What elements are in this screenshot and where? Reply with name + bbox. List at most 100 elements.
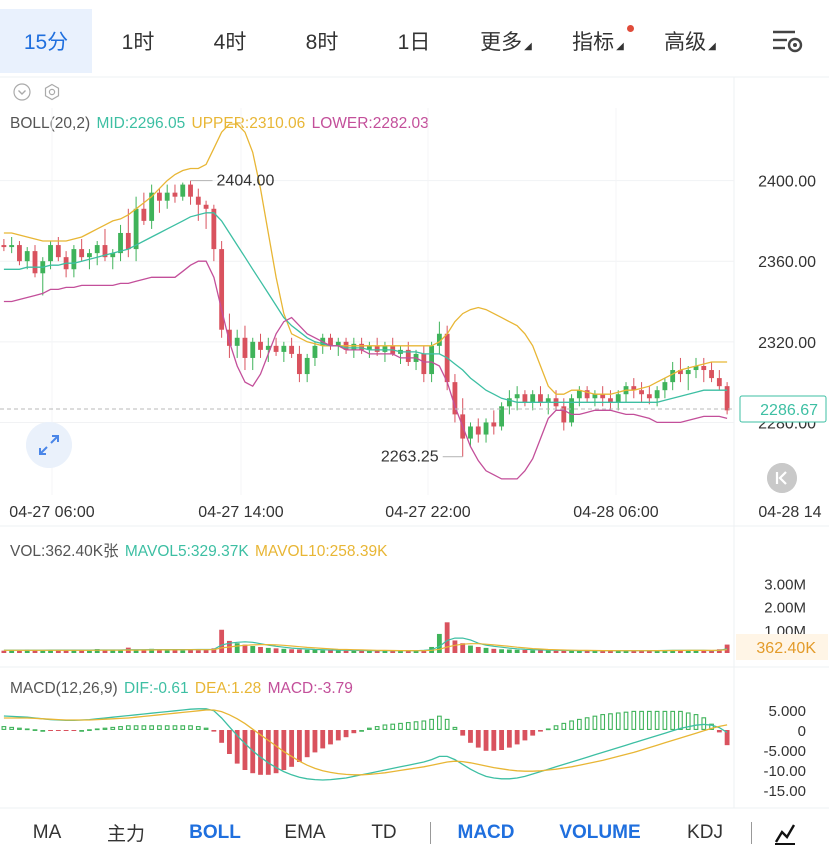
time-tick-label: 04-28 06:00 [573,504,659,521]
tab-volume[interactable]: VOLUME [541,822,659,844]
volume-bar [281,649,286,653]
time-tick-label: 04-28 14 [758,504,821,521]
macd-histogram-bar [616,713,620,729]
volume-bar [336,650,341,653]
macd-histogram-bar [119,727,123,730]
price-tick-label: 2360.00 [758,254,816,271]
tab-boll[interactable]: BOLL [158,822,272,844]
current-price-label: 2286.67 [760,402,818,419]
candle-body [538,394,543,402]
macd-histogram-bar [593,716,597,729]
candle-body [523,394,528,402]
candle-body [188,185,193,197]
macd-histogram-bar [227,730,232,754]
candle-body [141,209,146,221]
volume-bar [686,651,691,653]
volume-bar [499,649,504,653]
candle-body [180,185,185,197]
tab-ema[interactable]: EMA [272,822,338,844]
tab-kdj[interactable]: KDJ [659,822,751,844]
candle-body [670,370,675,382]
macd-histogram-bar [289,730,294,767]
expand-icon[interactable] [26,422,72,468]
jump-to-latest-icon[interactable] [767,463,797,493]
macd-histogram-bar [360,731,364,732]
volume-bar [538,650,543,653]
candle-body [662,382,667,390]
candle-body [421,354,426,374]
time-tick-label: 04-27 14:00 [198,504,284,521]
tab-macd[interactable]: MACD [431,822,541,844]
macd-histogram-bar [406,723,410,730]
macd-histogram-bar [538,730,543,732]
volume-bar [235,643,240,653]
candle-body [243,338,248,358]
macd-histogram-bar [702,718,706,730]
drawing-tool-icon[interactable] [772,820,798,846]
macd-histogram-bar [375,727,379,730]
volume-bar [453,640,458,653]
macd-tick-label: -10.00 [763,763,806,780]
candle-body [1,245,6,247]
volume-bar [437,634,442,653]
candle-body [48,245,53,261]
volume-bar [554,651,559,653]
macd-histogram-bar [18,728,22,729]
mavol10-line [4,644,727,651]
macd-histogram-bar [33,730,37,731]
macd-histogram-bar [414,722,418,730]
macd-histogram-bar [127,726,131,730]
volume-bar [40,651,45,653]
macd-histogram-bar [632,711,636,729]
macd-histogram-bar [530,730,535,736]
candle-body [289,346,294,354]
macd-histogram-bar [515,730,520,744]
volume-bar [313,650,318,653]
candle-body [250,342,255,358]
time-tick-label: 04-27 22:00 [385,504,471,521]
macd-histogram-bar [554,726,558,730]
volume-bar [180,650,185,653]
volume-bar [515,650,520,653]
macd-histogram-bar [189,726,193,730]
candle-body [71,249,76,269]
tab-ma[interactable]: MA [0,822,94,844]
high-price-label: 2404.00 [217,173,275,190]
macd-histogram-bar [445,719,449,729]
volume-bar [196,650,201,653]
macd-histogram-bar [609,714,613,730]
candle-body [126,233,131,249]
macd-histogram-bar [150,726,154,730]
macd-histogram-bar [422,721,426,729]
candle-body [274,346,279,352]
volume-bar [289,649,294,653]
candle-body [383,346,388,352]
candle-body [709,370,714,378]
tab-main-force[interactable]: 主力 [94,819,158,846]
volume-bar [523,650,528,653]
candle-body [577,390,582,398]
macd-histogram-bar [484,730,489,751]
macd-histogram-bar [142,726,146,730]
candle-body [476,426,481,434]
macd-histogram-bar [56,730,61,731]
macd-histogram-bar [344,730,349,737]
macd-histogram-bar [585,718,589,730]
macd-histogram-bar [173,726,177,730]
volume-bar [320,650,325,653]
candle-body [530,394,535,402]
volume-bar [110,650,115,653]
macd-histogram-bar [328,730,333,744]
macd-histogram-bar [640,711,644,729]
candle-body [196,197,201,205]
candle-body [9,245,14,247]
tab-td[interactable]: TD [338,822,430,844]
volume-bar [476,647,481,653]
candle-body [33,251,38,273]
macd-histogram-bar [243,730,248,770]
macd-histogram-bar [570,721,574,729]
macd-histogram-bar [211,730,216,732]
volume-bar [484,648,489,653]
macd-histogram-bar [266,730,271,775]
